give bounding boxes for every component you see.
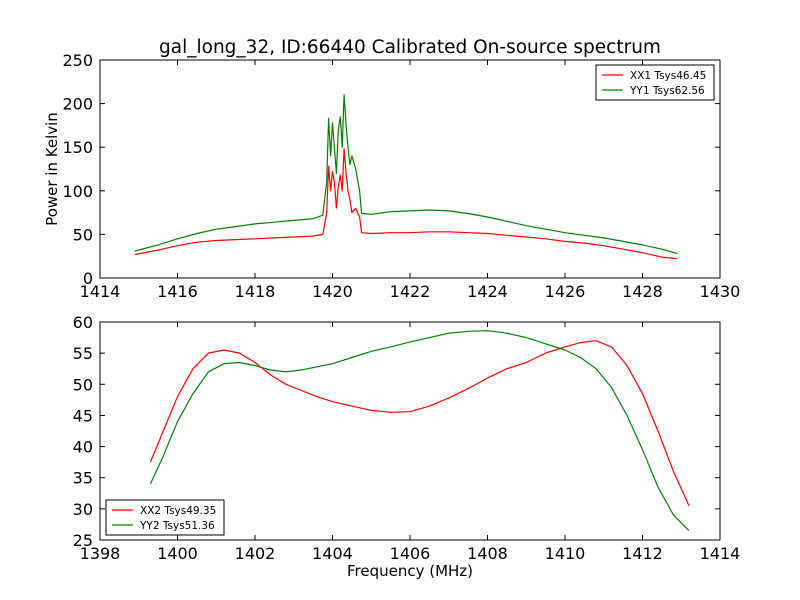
x-tick-label: 1416 — [157, 282, 198, 301]
x-tick-label: 1426 — [545, 282, 586, 301]
x-tick-label: 1400 — [157, 544, 198, 563]
legend-frame — [595, 64, 715, 101]
x-tick-label: 1418 — [235, 282, 276, 301]
legend-top: XX1 Tsys46.45 YY1 Tsys62.56 — [595, 64, 715, 101]
series-line-yy1 — [134, 94, 678, 255]
y-tick-label: 45 — [73, 406, 93, 425]
series-line-xx1 — [134, 148, 678, 260]
x-tick-label: 1406 — [390, 544, 431, 563]
legend-bottom: XX2 Tsys49.35 YY2 Tsys51.36 — [105, 499, 225, 536]
y-axis-label: Power in Kelvin — [43, 112, 61, 226]
legend-entry-label: XX1 Tsys46.45 — [630, 70, 706, 82]
x-tick-label: 1414 — [80, 282, 121, 301]
x-tick-label: 1404 — [312, 544, 353, 563]
x-tick-label: 1412 — [622, 544, 663, 563]
x-tick-label: 1398 — [80, 544, 121, 563]
x-tick-label: 1422 — [390, 282, 431, 301]
x-tick-label: 1424 — [467, 282, 508, 301]
y-tick-label: 35 — [73, 469, 93, 488]
y-tick-label: 55 — [73, 344, 93, 363]
legend-frame — [105, 499, 225, 536]
legend-entry-label: YY2 Tsys51.36 — [139, 520, 215, 532]
x-tick-label: 1410 — [545, 544, 586, 563]
y-tick-label: 50 — [73, 375, 93, 394]
legend-entry-label: YY1 Tsys62.56 — [629, 85, 705, 97]
figure-title: gal_long_32, ID:66440 Calibrated On-sour… — [159, 37, 661, 58]
x-tick-label: 1414 — [700, 544, 741, 563]
y-tick-label: 40 — [73, 438, 93, 457]
y-tick-label: 25 — [73, 531, 93, 550]
series-line-yy2 — [149, 330, 690, 532]
y-tick-label: 60 — [73, 313, 93, 332]
y-tick-label: 250 — [62, 51, 93, 70]
x-tick-label: 1420 — [312, 282, 353, 301]
y-tick-label: 200 — [62, 95, 93, 114]
x-tick-label: 1428 — [622, 282, 663, 301]
chart-panel-1: 1414 1416 1418 1420 1422 1424 1426 1428 1430 0 50 1… — [43, 51, 740, 301]
chart-panel-2: 1398 1400 1402 1404 1406 1408 1410 1412 1414 25 30… — [73, 313, 741, 580]
x-tick-label: 1408 — [467, 544, 508, 563]
series-line-xx2 — [149, 340, 690, 506]
y-tick-label: 50 — [73, 225, 93, 244]
x-axis-label: Frequency (MHz) — [347, 562, 473, 580]
y-tick-label: 150 — [62, 138, 93, 157]
y-tick-label: 0 — [83, 269, 93, 288]
y-tick-label: 30 — [73, 500, 93, 519]
x-tick-label: 1430 — [700, 282, 741, 301]
legend-entry-label: XX2 Tsys49.35 — [140, 505, 216, 517]
x-tick-label: 1402 — [235, 544, 276, 563]
y-tick-label: 100 — [62, 182, 93, 201]
